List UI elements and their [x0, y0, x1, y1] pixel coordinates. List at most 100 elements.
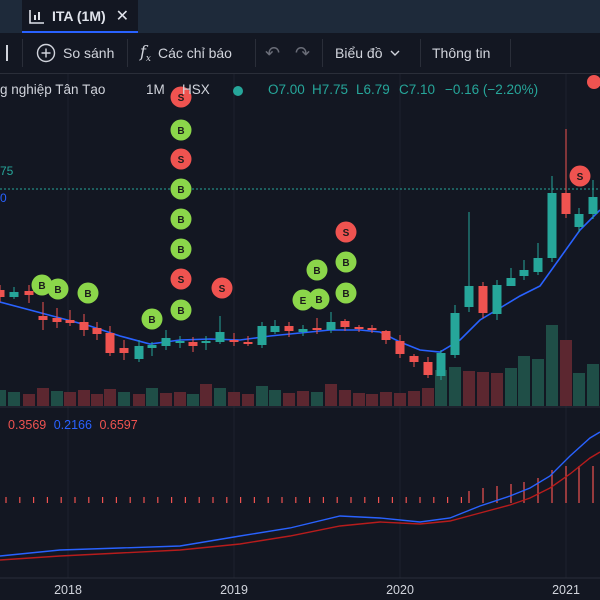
side-ma-label: 0 — [0, 191, 7, 205]
chart-type-button[interactable]: Biểu đồ — [335, 33, 401, 73]
candlestick-series — [0, 129, 598, 380]
candle-up — [519, 270, 529, 276]
marker-buy: B — [77, 282, 99, 304]
volume-bar — [146, 388, 158, 406]
marker-sell: S — [211, 277, 233, 299]
marker-circle — [170, 299, 192, 321]
volume-bars — [0, 325, 599, 406]
toolbar: So sánh fx Các chỉ báo ↶ ↷ Biểu đồ Thông… — [0, 33, 600, 74]
candle-up — [147, 345, 157, 348]
marker-label: S — [178, 155, 185, 166]
tab-title: ITA (1M) — [52, 7, 106, 24]
marker-circle — [170, 119, 192, 141]
toolbar-divider — [420, 39, 421, 67]
marker-buy: B — [47, 278, 69, 300]
marker-buy: E — [292, 289, 314, 311]
candle-up — [547, 193, 557, 258]
redo-icon[interactable]: ↷ — [295, 42, 311, 63]
volume-bar — [37, 388, 49, 406]
volume-bar — [505, 368, 517, 406]
volume-bar — [573, 373, 585, 406]
marker-circle — [31, 274, 53, 296]
candle-up — [134, 346, 144, 359]
high-value: H7.75 — [312, 82, 349, 97]
volume-bar — [546, 325, 558, 406]
marker-label: S — [178, 275, 185, 286]
marker-label: B — [315, 295, 322, 306]
undo-icon[interactable]: ↶ — [265, 42, 281, 63]
marker-label: B — [177, 215, 184, 226]
marker-circle — [292, 289, 314, 311]
volume-bar — [560, 340, 572, 406]
marker-circle — [335, 251, 357, 273]
marker-buy: B — [141, 308, 163, 330]
tab-ita[interactable]: ITA (1M) ✕ — [22, 0, 138, 33]
marker-label: B — [177, 185, 184, 196]
marker-circle — [569, 165, 591, 187]
marker-circle — [170, 268, 192, 290]
marker-buy: B — [170, 299, 192, 321]
volume-bar — [160, 393, 172, 406]
close-icon[interactable]: ✕ — [115, 7, 130, 25]
volume-bar — [408, 391, 420, 406]
candle-down — [423, 362, 433, 375]
volume-bar — [477, 372, 489, 406]
x-axis-label: 2018 — [54, 583, 82, 597]
candle-down — [229, 340, 239, 342]
symbol-legend: g nghiệp Tân Tạo 1M HSX O7.00 H7.75 L6.7… — [0, 82, 600, 104]
volume-bar — [325, 384, 337, 406]
volume-bar — [23, 394, 35, 406]
candle-up — [588, 197, 598, 214]
info-button[interactable]: Thông tin — [432, 33, 490, 73]
low-value: L6.79 — [356, 82, 390, 97]
volume-bar — [200, 384, 212, 406]
compare-label: So sánh — [63, 45, 115, 61]
volume-bar — [174, 392, 186, 406]
indicators-button[interactable]: fx Các chỉ báo — [140, 33, 232, 73]
candle-down — [105, 333, 115, 353]
candle-up — [215, 332, 225, 342]
open-value: O7.00 — [268, 82, 305, 97]
marker-circle — [306, 259, 328, 281]
volume-bar — [118, 392, 130, 406]
marker-circle — [170, 208, 192, 230]
candles-icon — [29, 9, 44, 24]
candle-down — [188, 342, 198, 346]
crosshair-icon[interactable] — [0, 33, 8, 73]
volume-bar — [353, 393, 365, 406]
marker-label: E — [300, 296, 307, 307]
candle-up — [201, 341, 211, 343]
market-status-dot — [233, 86, 243, 96]
marker-sell: S — [170, 86, 192, 108]
volume-bar — [228, 392, 240, 406]
volume-bar — [133, 394, 145, 406]
marker-label: S — [577, 172, 584, 183]
candle-down — [395, 341, 405, 354]
candle-up — [175, 341, 185, 343]
volume-bar — [366, 394, 378, 406]
symbol-name: g nghiệp Tân Tạo — [0, 82, 106, 97]
compare-button[interactable]: So sánh — [36, 33, 114, 73]
volume-bar — [463, 371, 475, 406]
volume-bar — [449, 367, 461, 406]
toolbar-divider — [322, 39, 323, 67]
candle-down — [38, 316, 48, 320]
volume-bar — [491, 373, 503, 406]
volume-bar — [311, 392, 323, 406]
marker-buy: B — [170, 238, 192, 260]
marker-label: S — [343, 228, 350, 239]
candle-down — [367, 328, 377, 330]
close-value: C7.10 — [399, 82, 436, 97]
tab-bar: ITA (1M) ✕ — [0, 0, 600, 33]
marker-label: B — [177, 245, 184, 256]
fx-icon: fx — [140, 41, 151, 65]
candle-down — [65, 320, 75, 323]
candle-down — [478, 286, 488, 313]
marker-sell: S — [170, 148, 192, 170]
marker-buy: B — [335, 251, 357, 273]
indicator-line-blue — [0, 431, 600, 557]
x-axis-label: 2020 — [386, 583, 414, 597]
candle-down — [79, 322, 89, 330]
